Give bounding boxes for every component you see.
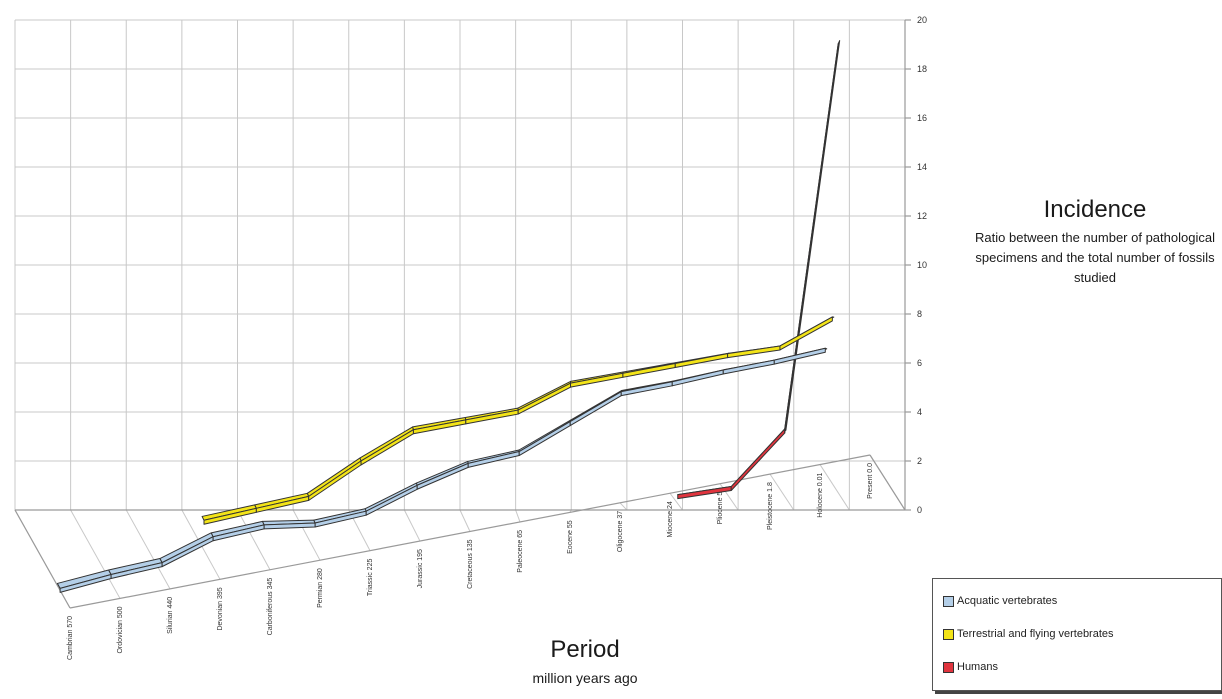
- y-tick-label: 0: [917, 505, 922, 515]
- series-segment-edge: [517, 382, 572, 415]
- series-segment-edge: [674, 353, 729, 368]
- y-tick-label: 4: [917, 407, 922, 417]
- series-segment-edge: [671, 369, 724, 387]
- series-segment-edge: [784, 43, 839, 434]
- x-axis-categories: Cambrian 570 Ordovician 500 Silurian 440 De…: [67, 463, 874, 660]
- x-category-label: Permian 280: [317, 568, 324, 608]
- series-segment: [359, 426, 414, 462]
- x-axis-subtitle: million years ago: [532, 670, 638, 686]
- series-segment: [364, 482, 418, 512]
- floor-grid-line: [459, 509, 471, 532]
- chart-legend: Acquatic vertebrates Terrestrial and fly…: [932, 578, 1222, 691]
- x-category-label: Devonian 395: [217, 587, 224, 630]
- floor-grid-line: [292, 509, 321, 561]
- legend-label-aquatic: Acquatic vertebrates: [957, 595, 1058, 607]
- y-tick-label: 16: [917, 113, 927, 123]
- floor-grid-line: [403, 509, 421, 542]
- series-segment-edge: [416, 462, 469, 490]
- x-axis-title: Period: [550, 636, 620, 663]
- x-category-label: Eocene 55: [567, 520, 574, 554]
- legend-label-humans: Humans: [957, 661, 998, 673]
- legend-swatch-aquatic: [943, 595, 954, 607]
- floor-grid-line: [237, 509, 271, 570]
- series-segment-edge: [779, 316, 833, 351]
- y-axis-title: Incidence: [1043, 196, 1147, 223]
- y-tick-label: 2: [917, 456, 922, 466]
- floor-grid-line: [619, 502, 628, 511]
- y-tick-label: 20: [917, 15, 927, 25]
- series-segment-edge: [365, 484, 418, 516]
- series-segment-edge: [518, 421, 571, 457]
- legend-swatch-terrestrial: [943, 628, 954, 640]
- x-category-label: Triassic 225: [367, 559, 374, 597]
- floor-grid-line: [515, 509, 521, 523]
- series-segment: [159, 532, 214, 564]
- y-axis-ticks: 0 2 4 6 8 10 12 14 16 18 20: [917, 15, 927, 515]
- floor-grid-line: [125, 509, 171, 590]
- series-segment-edge: [773, 347, 826, 365]
- legend-item-humans: Humans: [943, 657, 1221, 677]
- y-axis-description: Ratio between the number of pathological…: [975, 230, 1215, 285]
- chart-series: [56, 40, 841, 593]
- series-segment: [306, 457, 362, 497]
- series-segment-edge: [308, 460, 362, 501]
- y-tick-label: 10: [917, 260, 927, 270]
- x-axis-title-block: Period million years ago: [470, 636, 700, 686]
- legend-label-terrestrial: Terrestrial and flying vertebrates: [957, 628, 1114, 640]
- x-category-label: Pleistocene 1.8: [767, 482, 774, 530]
- legend-item-aquatic: Acquatic vertebrates: [943, 591, 1221, 611]
- legend-swatch-humans: [943, 661, 954, 673]
- x-category-label: Paleocene 65: [517, 530, 524, 573]
- y-tick-label: 18: [917, 64, 927, 74]
- y-tick-label: 6: [917, 358, 922, 368]
- legend-item-terrestrial: Terrestrial and flying vertebrates: [943, 624, 1221, 644]
- y-tick-label: 8: [917, 309, 922, 319]
- series-segment-edge: [360, 429, 414, 466]
- x-category-label: Miocene 24: [667, 501, 674, 537]
- y-axis-title-block: Incidence Ratio between the number of pa…: [965, 196, 1222, 288]
- chart-frame-edge: [869, 454, 906, 511]
- floor-grid-line: [769, 473, 795, 511]
- x-category-label: Cambrian 570: [67, 616, 74, 660]
- chart-grid: [14, 19, 911, 609]
- floor-grid-line: [819, 464, 850, 511]
- x-category-label: Present 0.0: [867, 463, 874, 499]
- y-tick-label: 14: [917, 162, 927, 172]
- series-segment-edge: [722, 359, 775, 375]
- chart-frame-edge: [14, 509, 71, 609]
- x-category-label: Cretaceous 135: [467, 539, 474, 589]
- series-segment-edge: [730, 428, 786, 492]
- x-category-label: Holocene 0.01: [817, 472, 824, 517]
- x-category-label: Oligocene 37: [617, 511, 624, 552]
- x-category-label: Ordovician 500: [117, 606, 124, 653]
- series-segment-edge: [569, 391, 622, 427]
- x-category-label: Silurian 440: [167, 597, 174, 634]
- x-category-label: Pliocene 5: [717, 492, 724, 525]
- floor-grid-line: [70, 509, 121, 599]
- floor-grid-line: [669, 492, 683, 511]
- y-tick-label: 12: [917, 211, 927, 221]
- x-category-label: Jurassic 195: [417, 549, 424, 588]
- series-segment-edge: [161, 536, 214, 568]
- x-category-label: Carboniferous 345: [267, 578, 274, 636]
